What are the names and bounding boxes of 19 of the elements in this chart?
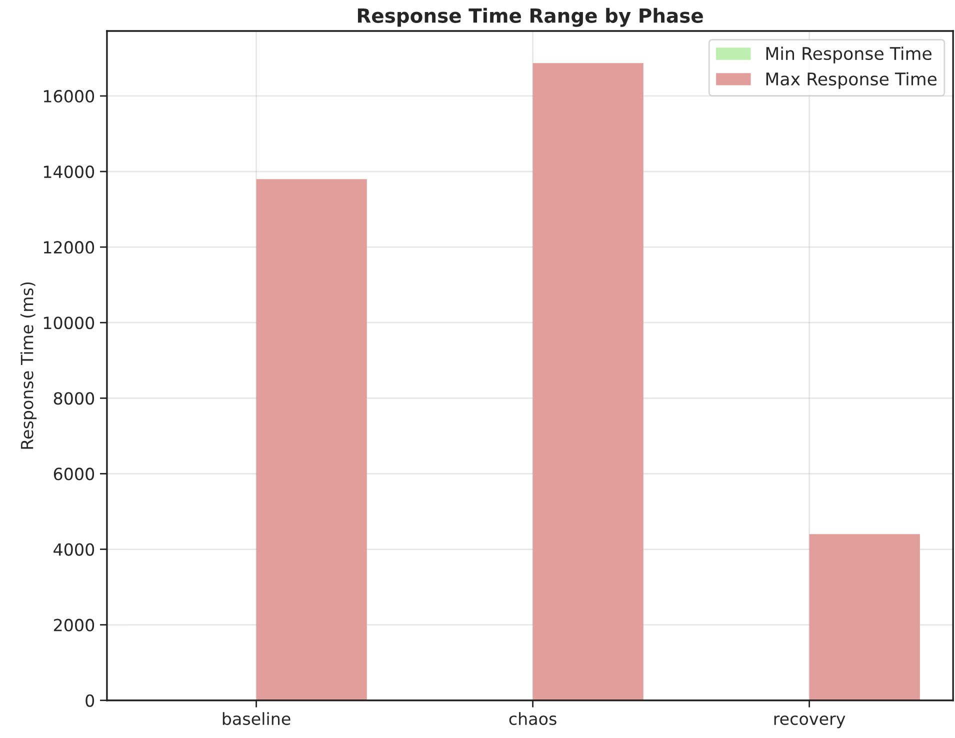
y-tick-label: 0	[86, 694, 94, 707]
chart-title: Response Time Range by Phase	[358, 8, 703, 27]
bar	[809, 534, 920, 700]
x-tick-label: recovery	[774, 716, 846, 728]
y-tick-label: 12000	[44, 241, 94, 254]
x-tick-label: baseline	[222, 712, 290, 726]
y-axis-title: Response Time (ms)	[20, 282, 37, 449]
bar	[532, 63, 644, 700]
y-tick-label: 10000	[44, 316, 94, 330]
y-tick-label: 8000	[54, 392, 94, 405]
y-tick-label: 6000	[54, 468, 94, 480]
y-tick-label: 2000	[54, 618, 94, 632]
x-tick-label: chaos	[509, 712, 556, 726]
y-tick-label: 4000	[54, 543, 94, 556]
legend-label: Min Response Time	[766, 46, 932, 64]
y-tick-label: 14000	[44, 165, 94, 178]
legend-label: Max Response Time	[766, 72, 937, 89]
bar	[256, 179, 367, 700]
y-tick-label: 16000	[44, 90, 94, 103]
